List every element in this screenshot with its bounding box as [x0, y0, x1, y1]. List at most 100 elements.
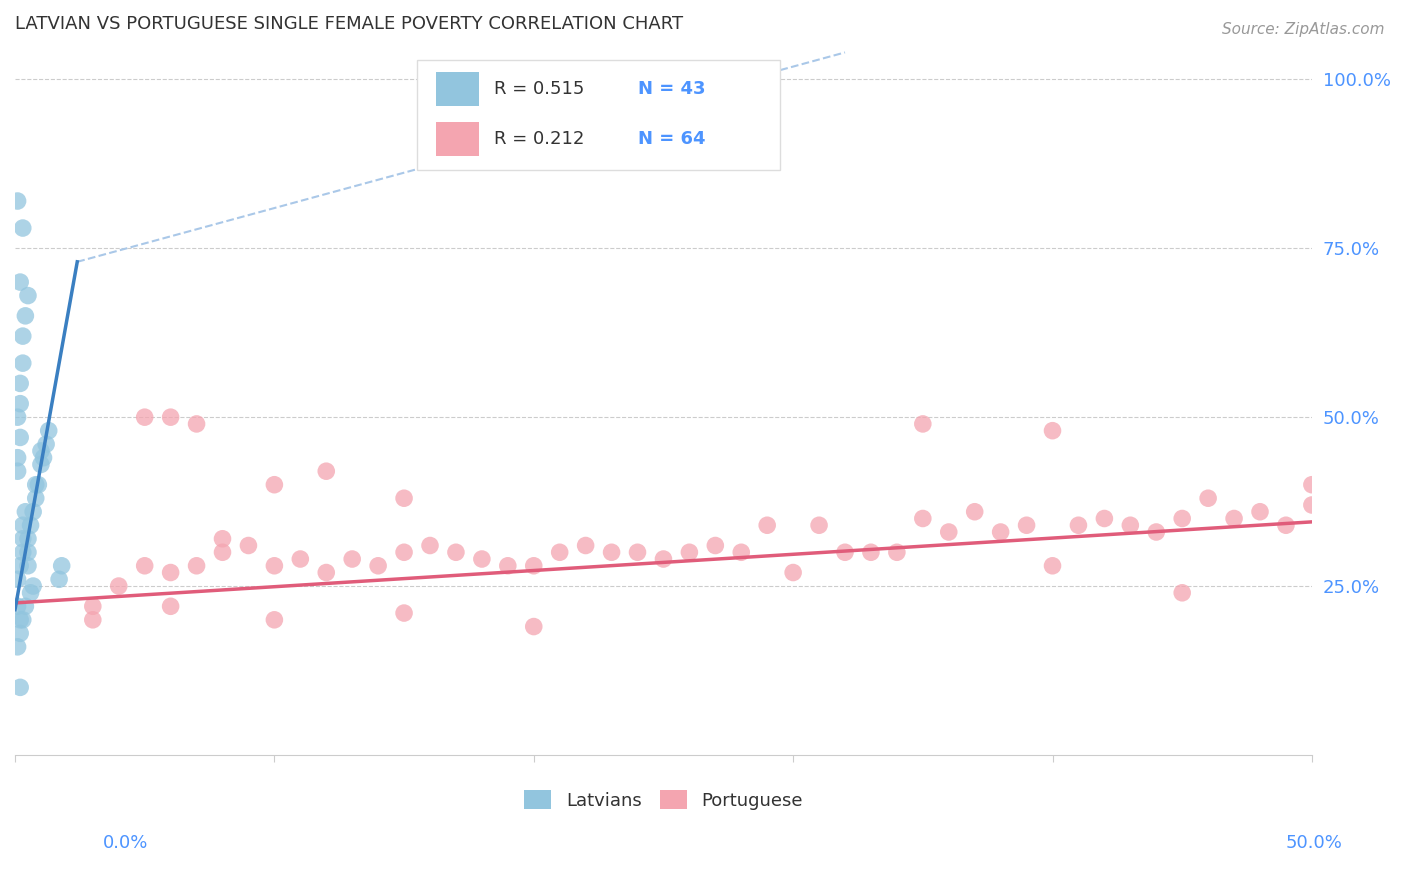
Text: 50.0%: 50.0%: [1286, 834, 1343, 852]
Portuguese: [1015, 518, 1038, 533]
Portuguese: [82, 599, 104, 614]
Portuguese: [367, 558, 389, 573]
Portuguese: [911, 511, 934, 525]
Portuguese: [263, 558, 285, 573]
Latvians: [51, 558, 73, 573]
Portuguese: [575, 539, 598, 553]
Portuguese: [730, 545, 752, 559]
Portuguese: [134, 558, 156, 573]
Latvians: [8, 376, 31, 391]
Latvians: [8, 558, 31, 573]
Latvians: [20, 518, 42, 533]
Latvians: [17, 545, 39, 559]
Portuguese: [834, 545, 856, 559]
Bar: [436, 72, 479, 106]
Portuguese: [159, 410, 181, 425]
Legend: Latvians, Portuguese: Latvians, Portuguese: [517, 783, 810, 817]
Portuguese: [290, 552, 312, 566]
Portuguese: [186, 417, 208, 431]
Latvians: [22, 579, 45, 593]
Portuguese: [82, 613, 104, 627]
Text: N = 43: N = 43: [637, 80, 704, 98]
Portuguese: [782, 566, 804, 580]
Latvians: [7, 599, 30, 614]
Portuguese: [859, 545, 882, 559]
Latvians: [11, 329, 34, 343]
Latvians: [14, 309, 37, 323]
Text: N = 64: N = 64: [637, 129, 704, 147]
Portuguese: [1067, 518, 1090, 533]
Portuguese: [392, 545, 415, 559]
Portuguese: [600, 545, 623, 559]
Latvians: [8, 275, 31, 289]
Latvians: [38, 424, 60, 438]
Text: Source: ZipAtlas.com: Source: ZipAtlas.com: [1222, 22, 1385, 37]
Portuguese: [678, 545, 700, 559]
Latvians: [17, 532, 39, 546]
Latvians: [32, 450, 55, 465]
Portuguese: [392, 606, 415, 620]
FancyBboxPatch shape: [418, 60, 780, 169]
Latvians: [11, 221, 34, 235]
Portuguese: [159, 566, 181, 580]
Latvians: [11, 545, 34, 559]
Portuguese: [238, 539, 260, 553]
Portuguese: [1171, 511, 1194, 525]
Portuguese: [938, 524, 960, 539]
Portuguese: [523, 558, 546, 573]
Latvians: [24, 491, 46, 506]
Latvians: [8, 430, 31, 444]
Latvians: [30, 444, 52, 458]
Latvians: [11, 518, 34, 533]
Latvians: [20, 586, 42, 600]
Latvians: [48, 572, 70, 586]
Portuguese: [263, 613, 285, 627]
Portuguese: [652, 552, 675, 566]
Portuguese: [1223, 511, 1246, 525]
Portuguese: [1197, 491, 1219, 506]
Portuguese: [704, 539, 727, 553]
Text: R = 0.515: R = 0.515: [494, 80, 583, 98]
Portuguese: [886, 545, 908, 559]
Latvians: [17, 558, 39, 573]
Portuguese: [1171, 586, 1194, 600]
Portuguese: [1301, 498, 1323, 512]
Portuguese: [211, 545, 233, 559]
Latvians: [8, 613, 31, 627]
Text: LATVIAN VS PORTUGUESE SINGLE FEMALE POVERTY CORRELATION CHART: LATVIAN VS PORTUGUESE SINGLE FEMALE POVE…: [15, 15, 683, 33]
Latvians: [35, 437, 58, 451]
Portuguese: [186, 558, 208, 573]
Latvians: [7, 572, 30, 586]
Portuguese: [419, 539, 441, 553]
Portuguese: [756, 518, 779, 533]
Portuguese: [392, 491, 415, 506]
Portuguese: [159, 599, 181, 614]
Portuguese: [263, 477, 285, 491]
Latvians: [8, 626, 31, 640]
Portuguese: [315, 464, 337, 478]
Latvians: [7, 450, 30, 465]
Latvians: [14, 599, 37, 614]
Portuguese: [523, 619, 546, 633]
Text: 0.0%: 0.0%: [103, 834, 148, 852]
Latvians: [8, 681, 31, 695]
Latvians: [27, 477, 49, 491]
Latvians: [8, 397, 31, 411]
Portuguese: [134, 410, 156, 425]
Portuguese: [808, 518, 831, 533]
Portuguese: [315, 566, 337, 580]
Portuguese: [1275, 518, 1298, 533]
Portuguese: [340, 552, 363, 566]
Portuguese: [211, 532, 233, 546]
Portuguese: [1144, 524, 1167, 539]
Latvians: [7, 410, 30, 425]
Portuguese: [1042, 558, 1064, 573]
Latvians: [7, 464, 30, 478]
Portuguese: [1119, 518, 1142, 533]
Portuguese: [1301, 477, 1323, 491]
Latvians: [22, 505, 45, 519]
Latvians: [11, 532, 34, 546]
Portuguese: [107, 579, 129, 593]
Portuguese: [1092, 511, 1115, 525]
Latvians: [30, 458, 52, 472]
